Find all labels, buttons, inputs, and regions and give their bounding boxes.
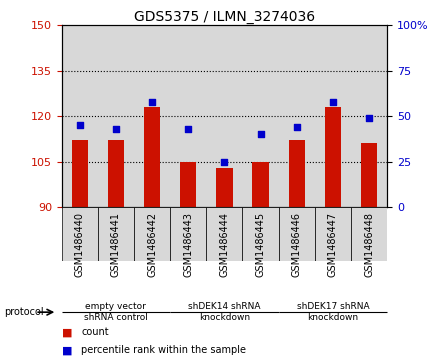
Bar — [144, 107, 160, 207]
Point — [185, 126, 192, 132]
FancyBboxPatch shape — [351, 207, 387, 261]
Bar — [315, 25, 351, 207]
Text: GSM1486440: GSM1486440 — [75, 212, 84, 277]
Text: percentile rank within the sample: percentile rank within the sample — [81, 345, 246, 355]
Text: GSM1486443: GSM1486443 — [183, 212, 193, 277]
Point — [221, 159, 228, 164]
Bar — [180, 162, 196, 207]
Bar — [62, 25, 98, 207]
Text: empty vector
shRNA control: empty vector shRNA control — [84, 302, 148, 322]
Text: ■: ■ — [62, 327, 72, 337]
Bar — [351, 25, 387, 207]
Text: GSM1486445: GSM1486445 — [256, 212, 266, 277]
Bar — [216, 168, 232, 207]
Bar — [253, 162, 269, 207]
Bar — [72, 140, 88, 207]
Bar — [325, 107, 341, 207]
Text: GSM1486448: GSM1486448 — [364, 212, 374, 277]
Point — [76, 122, 83, 128]
FancyBboxPatch shape — [62, 207, 98, 261]
Point — [330, 99, 337, 105]
Bar — [242, 25, 279, 207]
Text: GSM1486446: GSM1486446 — [292, 212, 302, 277]
Bar — [289, 140, 305, 207]
Text: GSM1486444: GSM1486444 — [220, 212, 229, 277]
FancyBboxPatch shape — [242, 207, 279, 261]
Text: protocol: protocol — [4, 307, 44, 317]
Bar — [170, 25, 206, 207]
Bar — [361, 143, 377, 207]
Bar — [98, 25, 134, 207]
Bar — [279, 25, 315, 207]
Text: GSM1486442: GSM1486442 — [147, 212, 157, 277]
Title: GDS5375 / ILMN_3274036: GDS5375 / ILMN_3274036 — [134, 11, 315, 24]
Point — [293, 124, 300, 130]
Text: ■: ■ — [62, 345, 72, 355]
Text: GSM1486447: GSM1486447 — [328, 212, 338, 277]
FancyBboxPatch shape — [170, 207, 206, 261]
FancyBboxPatch shape — [206, 207, 242, 261]
Bar — [206, 25, 242, 207]
Bar — [134, 25, 170, 207]
Text: shDEK17 shRNA
knockdown: shDEK17 shRNA knockdown — [297, 302, 369, 322]
FancyBboxPatch shape — [134, 207, 170, 261]
FancyBboxPatch shape — [279, 207, 315, 261]
Text: count: count — [81, 327, 109, 337]
Point — [112, 126, 119, 132]
Point — [366, 115, 373, 121]
Text: GSM1486441: GSM1486441 — [111, 212, 121, 277]
Point — [257, 131, 264, 137]
FancyBboxPatch shape — [315, 207, 351, 261]
Point — [149, 99, 156, 105]
Bar — [108, 140, 124, 207]
FancyBboxPatch shape — [98, 207, 134, 261]
Text: shDEK14 shRNA
knockdown: shDEK14 shRNA knockdown — [188, 302, 260, 322]
